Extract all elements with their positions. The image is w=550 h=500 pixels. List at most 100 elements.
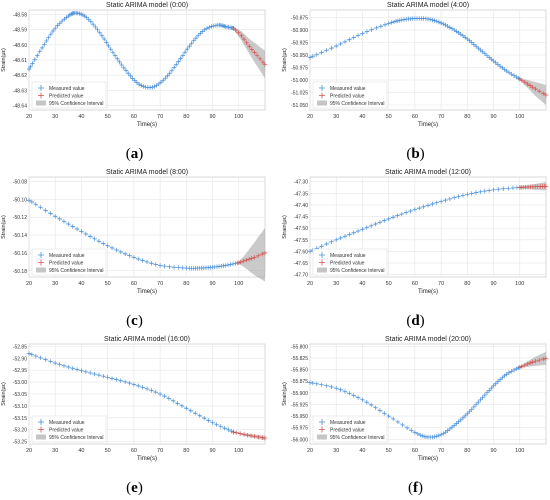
legend-label: Predicted value	[49, 261, 84, 267]
y-tick-label: -53.20	[13, 428, 27, 434]
data-point	[90, 22, 96, 27]
data-point	[122, 251, 128, 257]
y-tick-label: -55.975	[291, 426, 308, 432]
data-point	[119, 62, 124, 68]
data-point	[460, 193, 466, 198]
data-point	[522, 362, 527, 368]
data-point	[162, 393, 167, 399]
data-point	[364, 225, 370, 230]
data-point	[123, 68, 129, 73]
data-point	[167, 264, 172, 269]
legend-marker	[38, 85, 44, 91]
confidence-band	[238, 227, 265, 282]
x-tick-label: 100	[515, 448, 524, 454]
data-point	[368, 223, 374, 228]
y-tick-label: -55.950	[291, 414, 308, 420]
y-tick-label: -50.08	[13, 179, 27, 185]
data-point	[79, 229, 84, 234]
data-point	[204, 26, 210, 31]
data-point	[187, 43, 192, 49]
series-measured	[307, 365, 522, 440]
data-point	[39, 45, 45, 51]
data-point	[399, 17, 404, 23]
data-point	[525, 361, 530, 367]
x-tick-label: 100	[515, 114, 524, 120]
data-point	[247, 44, 252, 49]
data-point	[230, 261, 236, 267]
data-point	[324, 383, 329, 388]
legend-label: Predicted value	[330, 261, 365, 267]
data-point	[324, 241, 329, 247]
x-tick-label: 40	[78, 281, 84, 287]
x-tick-label: 20	[307, 281, 313, 287]
data-point	[252, 434, 257, 439]
data-point	[427, 17, 433, 22]
x-tick-label: 70	[157, 114, 163, 120]
legend-label: 95% Confidence Interval	[330, 435, 384, 441]
x-tick-label: 50	[105, 448, 111, 454]
legend-swatch	[36, 434, 46, 440]
x-tick-label: 100	[234, 281, 243, 287]
y-tick-label: -48.64	[13, 103, 27, 109]
data-point	[50, 28, 56, 34]
data-point	[150, 85, 155, 90]
y-tick-label: -47.35	[294, 191, 308, 197]
data-point	[132, 78, 137, 83]
data-point	[140, 258, 145, 263]
y-tick-label: -53.15	[13, 416, 27, 422]
data-point	[44, 38, 49, 44]
legend-label: Predicted value	[330, 428, 365, 434]
data-point	[478, 189, 483, 195]
x-tick-label: 70	[438, 114, 444, 120]
x-tick-label: 30	[333, 281, 339, 287]
data-point	[57, 216, 62, 222]
data-point	[252, 50, 257, 55]
data-point	[329, 384, 334, 390]
data-point	[117, 59, 122, 65]
data-point	[436, 19, 442, 25]
data-point	[374, 25, 379, 31]
data-point	[369, 27, 374, 32]
x-axis-label: Time(s)	[418, 456, 438, 462]
data-point	[226, 427, 231, 433]
legend-swatch	[36, 267, 46, 273]
data-point	[105, 375, 110, 380]
data-point	[460, 415, 466, 421]
data-point	[46, 35, 51, 40]
data-point	[334, 237, 339, 242]
y-tick-label: -50.875	[291, 16, 308, 22]
y-tick-label: -53.05	[13, 392, 27, 398]
data-point	[310, 54, 316, 59]
data-point	[543, 184, 549, 189]
chart-title: Static ARIMA model (0:00)	[106, 2, 188, 9]
data-point	[421, 204, 426, 209]
data-point	[473, 190, 479, 195]
data-point	[351, 393, 356, 398]
data-point	[53, 360, 58, 366]
data-point	[42, 42, 47, 47]
data-point	[38, 205, 43, 210]
data-point	[360, 397, 365, 403]
data-point	[140, 385, 145, 390]
data-point	[364, 29, 370, 34]
y-tick-label: -50.14	[13, 233, 27, 239]
y-tick-label: -53.10	[13, 404, 27, 410]
data-point	[43, 208, 48, 213]
data-point	[452, 195, 457, 200]
data-point	[70, 366, 75, 371]
y-tick-label: -47.60	[294, 249, 308, 255]
x-tick-label: 70	[438, 448, 444, 454]
x-tick-label: 30	[333, 448, 339, 454]
data-point	[471, 404, 477, 410]
x-tick-label: 80	[183, 114, 189, 120]
data-point	[225, 262, 231, 268]
confidence-band	[233, 26, 265, 79]
data-point	[153, 389, 158, 395]
data-point	[61, 363, 67, 368]
data-point	[467, 409, 472, 414]
legend-swatch	[317, 100, 327, 106]
data-point	[418, 432, 423, 438]
data-point	[476, 45, 481, 51]
